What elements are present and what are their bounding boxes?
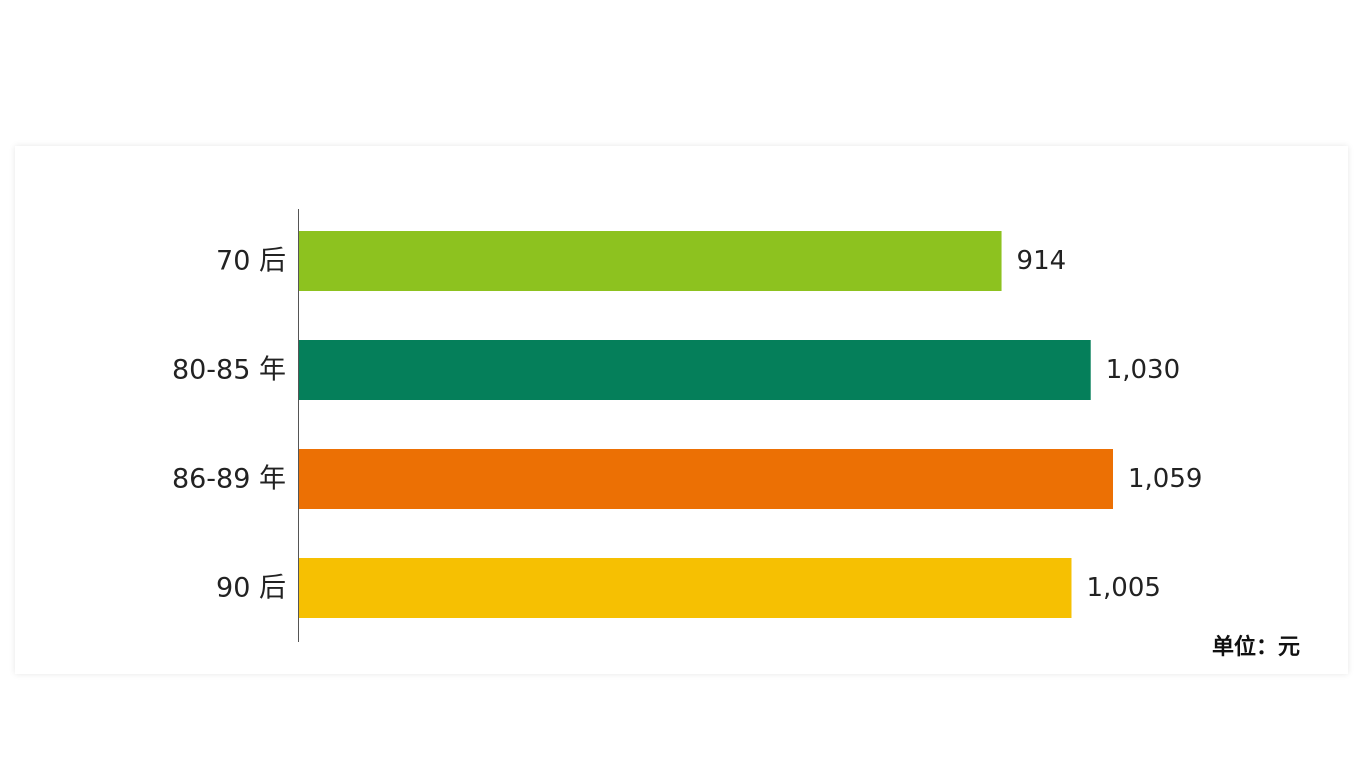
category-label-1: 70 后 (216, 246, 286, 277)
value-labels: 914 1,030 1,059 1,005 (1017, 246, 1203, 603)
bar-3 (299, 449, 1113, 509)
value-label-3: 1,059 (1128, 464, 1202, 494)
category-label-2: 80-85 年 (172, 355, 286, 386)
value-label-4: 1,005 (1086, 573, 1160, 603)
category-label-4: 90 后 (216, 573, 286, 604)
bar-4 (299, 558, 1072, 618)
bar-1 (299, 231, 1002, 291)
unit-label: 单位：元 (1212, 635, 1301, 660)
category-label-3: 86-89 年 (172, 464, 286, 495)
bars (299, 231, 1113, 618)
value-label-1: 914 (1017, 246, 1067, 276)
value-label-2: 1,030 (1106, 355, 1180, 385)
category-labels: 70 后 80-85 年 86-89 年 90 后 (172, 246, 286, 604)
bar-2 (299, 340, 1091, 400)
